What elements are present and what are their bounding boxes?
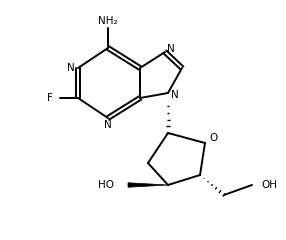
Text: N: N [104, 120, 112, 130]
Text: N: N [167, 44, 175, 54]
Text: HO: HO [98, 180, 114, 190]
Text: NH₂: NH₂ [98, 16, 118, 26]
Text: O: O [209, 133, 217, 143]
Text: F: F [47, 93, 53, 103]
Polygon shape [128, 183, 168, 187]
Text: N: N [67, 63, 75, 73]
Text: N: N [171, 90, 179, 100]
Text: OH: OH [261, 180, 277, 190]
